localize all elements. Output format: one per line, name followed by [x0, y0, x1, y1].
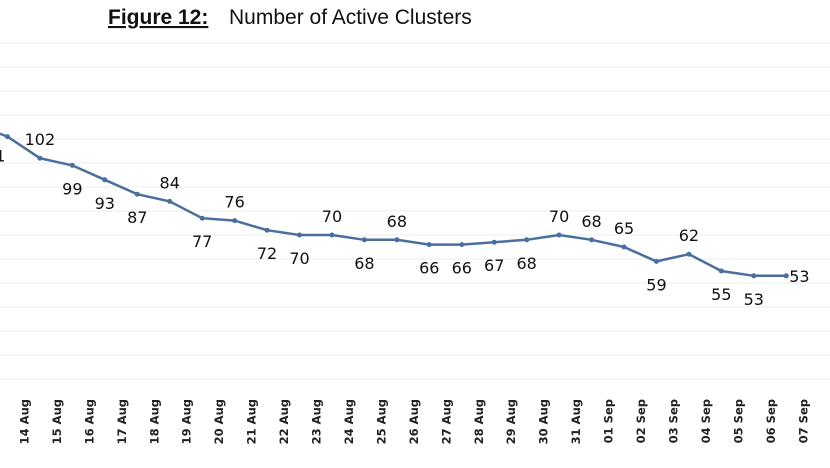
data-line	[0, 132, 787, 278]
x-tick-label: 26 Aug	[407, 399, 421, 444]
x-tick-label: 25 Aug	[374, 399, 388, 444]
x-tick-label: 19 Aug	[180, 399, 194, 444]
x-tick-label: 20 Aug	[212, 399, 226, 444]
x-tick-label: 31 Aug	[569, 399, 583, 444]
data-label: 111	[0, 147, 5, 166]
x-tick-label: 27 Aug	[439, 399, 453, 444]
x-tick-label: 24 Aug	[342, 399, 356, 444]
data-point	[491, 239, 497, 245]
x-tick-label: 28 Aug	[472, 399, 486, 444]
data-label: 70	[289, 249, 309, 268]
x-tick-label: 02 Sep	[634, 399, 648, 443]
data-point	[4, 134, 10, 140]
data-point	[264, 227, 270, 233]
chart-title: Number of Active Clusters	[229, 6, 472, 29]
data-point	[426, 242, 432, 248]
x-tick-label: 04 Sep	[699, 399, 713, 443]
data-point	[134, 191, 140, 197]
data-point	[459, 242, 465, 248]
data-label: 68	[387, 212, 407, 231]
data-label: 84	[160, 173, 180, 192]
data-label: 59	[646, 275, 666, 294]
data-point	[329, 232, 335, 238]
data-point	[199, 215, 205, 221]
x-tick-label: 30 Aug	[537, 399, 551, 444]
plot-area: 1020304050607080901001101201301401501161…	[0, 42, 830, 444]
x-tick-label: 22 Aug	[277, 399, 291, 444]
data-label: 87	[127, 208, 147, 227]
data-point	[37, 155, 43, 161]
x-tick-label: 14 Aug	[17, 399, 31, 444]
data-label: 70	[322, 207, 342, 226]
data-label: 68	[516, 254, 536, 273]
data-point	[621, 244, 627, 250]
x-tick-label: 07 Sep	[796, 399, 810, 443]
data-label: 70	[549, 207, 569, 226]
data-point	[783, 273, 789, 279]
data-point	[361, 237, 367, 243]
x-tick-label: 18 Aug	[147, 399, 161, 444]
data-label: 72	[257, 244, 277, 263]
data-label: 77	[192, 232, 212, 251]
x-tick-label: 29 Aug	[504, 399, 518, 444]
data-point	[232, 218, 238, 224]
data-label: 93	[95, 194, 115, 213]
data-label: 68	[354, 254, 374, 273]
data-label: 62	[679, 226, 699, 245]
data-label: 65	[614, 219, 634, 238]
data-label: 68	[581, 212, 601, 231]
chart-title-label: Figure 12:	[108, 6, 208, 29]
data-label: 53	[744, 290, 764, 309]
x-tick-label: 23 Aug	[310, 399, 324, 444]
data-label: 53	[789, 267, 809, 286]
x-tick-label: 15 Aug	[50, 399, 64, 444]
data-point	[394, 237, 400, 243]
data-label: 55	[711, 285, 731, 304]
x-tick-label: 17 Aug	[115, 399, 129, 444]
data-label: 66	[419, 259, 439, 278]
data-point	[297, 232, 302, 238]
x-tick-label: 01 Sep	[602, 399, 616, 443]
x-tick-label: 05 Sep	[731, 399, 745, 443]
data-point	[589, 237, 595, 243]
data-point	[102, 177, 108, 183]
data-label: 102	[25, 130, 56, 149]
data-point	[69, 162, 75, 168]
data-label: 66	[452, 259, 472, 278]
data-label: 99	[62, 179, 82, 198]
data-point	[718, 268, 724, 274]
x-tick-label: 16 Aug	[82, 399, 96, 444]
data-point	[686, 251, 692, 257]
data-point	[167, 198, 173, 204]
data-label: 67	[484, 256, 504, 275]
data-point	[653, 258, 659, 264]
data-label: 76	[224, 193, 244, 212]
x-tick-label: 03 Sep	[666, 399, 680, 443]
x-tick-label: 21 Aug	[245, 399, 259, 444]
data-point	[524, 237, 530, 243]
data-point	[556, 232, 562, 238]
x-tick-label: 06 Sep	[764, 399, 778, 443]
data-point	[751, 273, 757, 279]
